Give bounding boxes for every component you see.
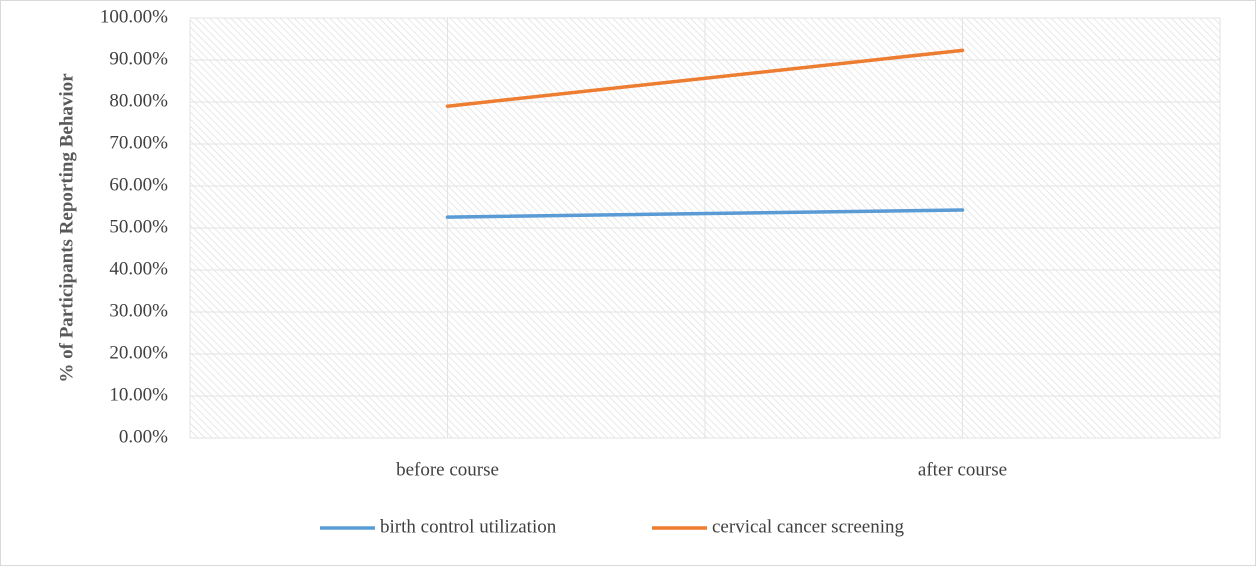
y-tick-label: 50.00% <box>109 216 168 237</box>
x-tick-label: after course <box>918 459 1007 480</box>
y-tick-label: 40.00% <box>109 258 168 279</box>
y-tick-label: 60.00% <box>109 174 168 195</box>
y-tick-label: 10.00% <box>109 384 168 405</box>
y-tick-label: 100.00% <box>100 6 168 27</box>
y-tick-label: 20.00% <box>109 342 168 363</box>
line <box>445 48 965 108</box>
y-axis-title: % of Participants Reporting Behavior <box>56 73 77 383</box>
x-tick-label: before course <box>396 459 499 480</box>
y-tick-label: 30.00% <box>109 300 168 321</box>
y-tick-label: 90.00% <box>109 48 168 69</box>
y-tick-label: 70.00% <box>109 132 168 153</box>
y-tick-label: 80.00% <box>109 90 168 111</box>
legend-label: cervical cancer screening <box>712 516 904 537</box>
y-tick-label: 0.00% <box>119 426 168 447</box>
line <box>445 208 965 219</box>
legend-label: birth control utilization <box>380 516 557 537</box>
